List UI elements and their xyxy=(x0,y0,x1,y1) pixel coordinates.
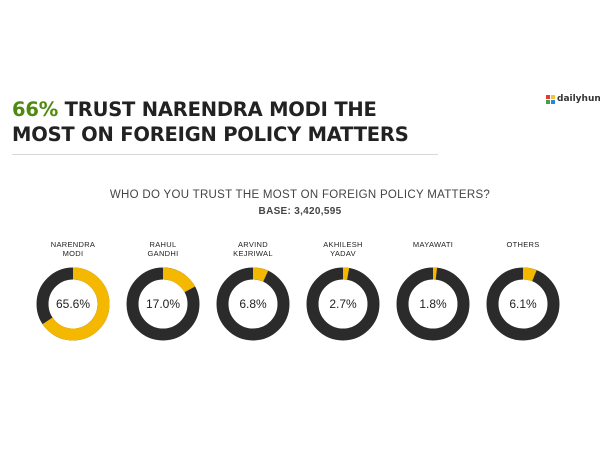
headline-text: TRUST NARENDRA MODI THE MOST ON FOREIGN … xyxy=(12,98,409,146)
donut-value: 2.7% xyxy=(329,297,357,311)
donut-label: MAYAWATI xyxy=(412,240,454,249)
donut-value: 6.1% xyxy=(509,297,537,311)
chart-title: WHO DO YOU TRUST THE MOST ON FOREIGN POL… xyxy=(109,189,491,201)
donut-label: NARENDRA MODI xyxy=(50,240,96,258)
donut-label: OTHERS xyxy=(506,240,540,249)
donut-share-arc xyxy=(486,267,560,341)
donut-value: 1.8% xyxy=(419,297,447,311)
donut-share-arc xyxy=(306,267,380,341)
headline: 66% TRUST NARENDRA MODI THE MOST ON FORE… xyxy=(12,97,442,147)
donut-share-arc xyxy=(216,267,290,341)
headline-highlight: 66% xyxy=(12,98,59,121)
donut-value: 6.8% xyxy=(239,297,267,311)
dailyhunt-logo: dailyhunt xyxy=(546,94,600,104)
donut-value: 65.6% xyxy=(56,297,90,311)
brand-name: dailyhunt xyxy=(557,94,600,104)
donut-share-arc xyxy=(36,267,110,341)
donut-value: 17.0% xyxy=(146,297,180,311)
donut-label: AKHILESH YADAV xyxy=(323,240,363,258)
dailyhunt-logo-icon xyxy=(546,94,555,104)
headline-divider xyxy=(12,154,438,155)
chart-subtitle: BASE: 3,420,595 xyxy=(258,206,342,217)
donut-label: RAHUL GANDHI xyxy=(147,240,179,258)
donut-label: ARVIND KEJRIWAL xyxy=(233,240,273,258)
donut-share-arc xyxy=(126,267,200,341)
donut-share-arc xyxy=(396,267,470,341)
